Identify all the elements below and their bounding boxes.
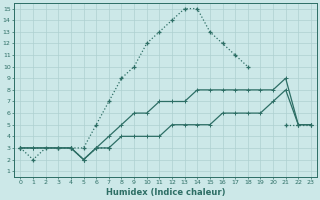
- X-axis label: Humidex (Indice chaleur): Humidex (Indice chaleur): [106, 188, 225, 197]
